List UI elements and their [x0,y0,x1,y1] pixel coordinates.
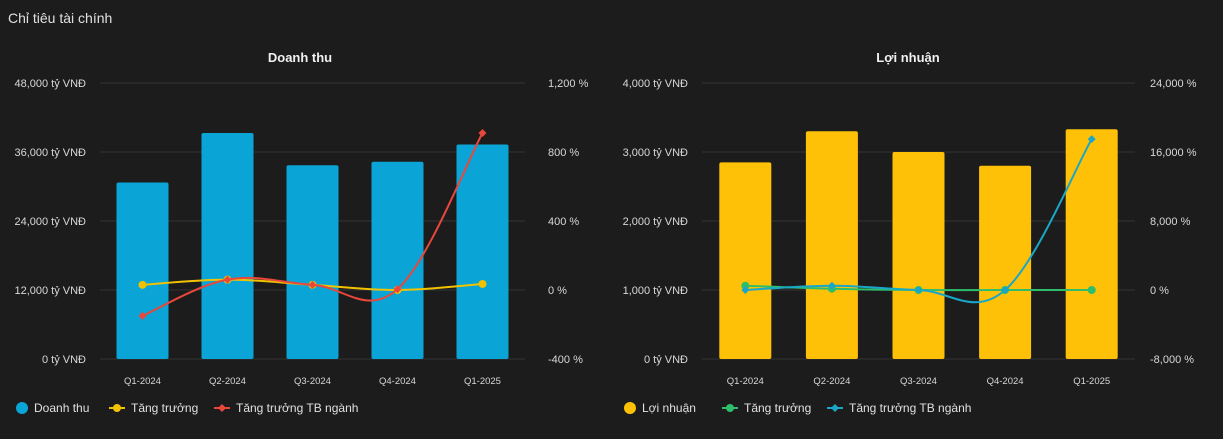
y2-tick-label: 0 % [1150,285,1169,297]
profit-chart: Lợi nhuận 0 tỷ VNĐ -8,000 % 1,000 tỷ VNĐ 0 %… [623,50,1197,415]
bar [719,162,772,359]
legend-label: Lợi nhuận [642,401,696,415]
series-point [138,280,147,289]
series-point [138,311,147,320]
y2-tick-label: -8,000 % [1150,354,1194,366]
y-tick-label: 36,000 tỷ VNĐ [14,147,86,159]
y-tick-label: 3,000 tỷ VNĐ [623,147,688,159]
x-tick-label: Q2-2024 [209,376,246,387]
legend-marker [624,402,636,414]
bar [456,144,509,359]
page-title: Chỉ tiêu tài chính [8,10,113,26]
bar [116,182,169,359]
bar [371,161,424,359]
y-tick-label: 4,000 tỷ VNĐ [623,78,688,90]
revenue-chart: Doanh thu 0 tỷ VNĐ -400 % 12,000 tỷ VNĐ 0 % 2… [14,50,588,415]
legend-marker [16,402,28,414]
legend-marker [831,404,839,412]
bar [892,152,945,359]
y2-tick-label: 16,000 % [1150,147,1197,159]
legend-label: Tăng trưởng [131,401,198,415]
legend-label: Tăng trưởng [744,401,811,415]
series-line [142,132,484,317]
series-point [308,280,317,289]
chart-group: Doanh thu 0 tỷ VNĐ -400 % 12,000 tỷ VNĐ 0 % 2… [14,50,588,415]
y2-tick-label: 0 % [548,285,567,297]
bar [979,165,1032,359]
series-point [478,279,487,288]
bar [805,131,858,359]
bar [286,165,339,359]
x-tick-label: Q4-2024 [379,376,416,387]
y-tick-label: 24,000 tỷ VNĐ [14,216,86,228]
y-tick-label: 0 tỷ VNĐ [644,354,688,366]
x-tick-label: Q2-2024 [813,376,850,387]
legend-marker [726,404,734,412]
y-tick-label: 1,000 tỷ VNĐ [623,285,688,297]
y-tick-label: 2,000 tỷ VNĐ [623,216,688,228]
x-tick-label: Q1-2024 [727,376,764,387]
bar [1065,129,1118,359]
series-point [914,286,923,294]
series-point [478,129,487,138]
x-tick-label: Q1-2025 [464,376,501,387]
series-line [745,138,1093,304]
series-point [741,286,750,294]
chart-group: Lợi nhuận 0 tỷ VNĐ -8,000 % 1,000 tỷ VNĐ 0 %… [623,50,1197,415]
chart-title: Lợi nhuận [876,50,939,65]
series-point [741,281,750,290]
y2-tick-label: 800 % [548,147,579,159]
series-point [393,285,402,294]
x-tick-label: Q1-2025 [1073,376,1110,387]
y2-tick-label: 24,000 % [1150,78,1197,90]
y-tick-label: 0 tỷ VNĐ [42,354,86,366]
legend-marker [113,404,121,412]
legend-label: Tăng trưởng TB ngành [849,401,971,415]
y2-tick-label: -400 % [548,354,583,366]
bar [201,133,254,359]
legend-label: Tăng trưởng TB ngành [236,401,358,415]
series-point [223,275,232,284]
x-tick-label: Q4-2024 [987,376,1024,387]
x-tick-label: Q1-2024 [124,376,161,387]
series-point [1087,286,1096,294]
y-tick-label: 48,000 tỷ VNĐ [14,78,86,90]
series-point [1087,135,1096,144]
x-tick-label: Q3-2024 [900,376,937,387]
series-point [827,281,836,290]
chart-title: Doanh thu [268,50,332,65]
y-tick-label: 12,000 tỷ VNĐ [14,285,86,297]
series-point [1001,286,1010,294]
x-tick-label: Q3-2024 [294,376,331,387]
legend-marker [218,404,226,412]
legend-label: Doanh thu [34,401,89,415]
y2-tick-label: 8,000 % [1150,216,1191,228]
y2-tick-label: 400 % [548,216,579,228]
y2-tick-label: 1,200 % [548,78,589,90]
